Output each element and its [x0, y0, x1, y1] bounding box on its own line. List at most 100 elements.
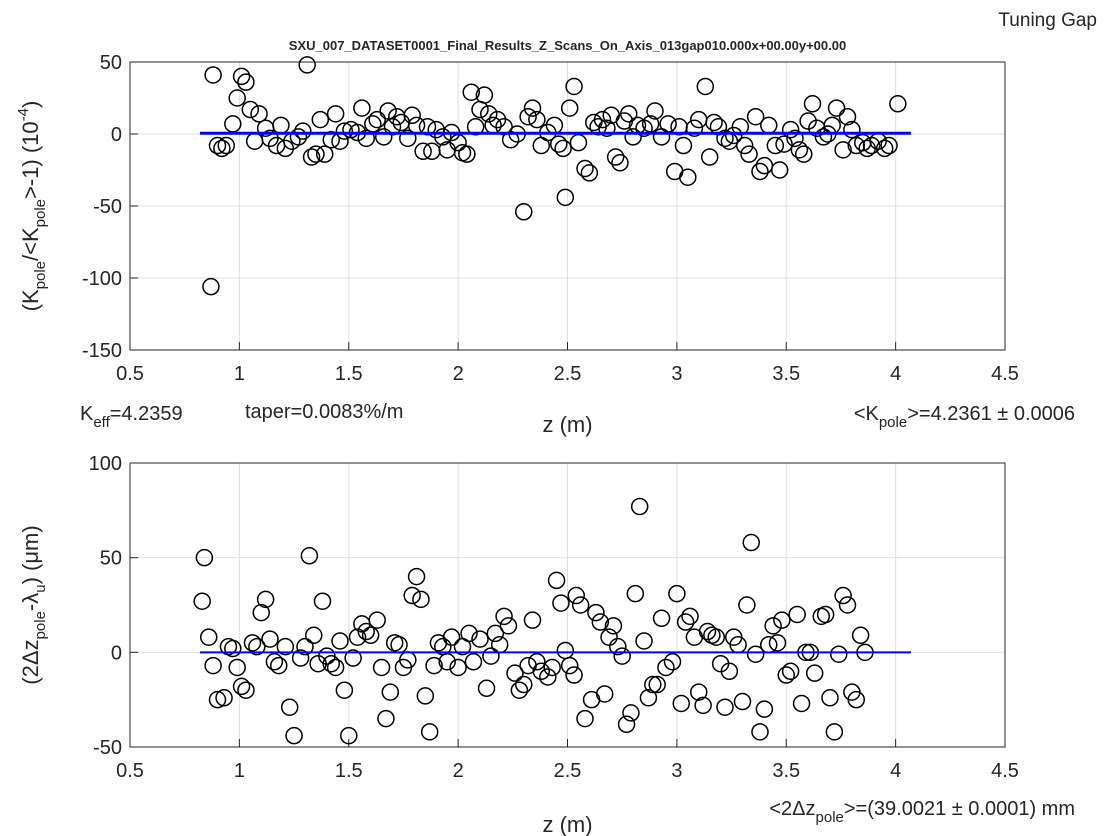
- point: [412, 590, 430, 609]
- point: [604, 617, 623, 635]
- point: [464, 653, 483, 671]
- point: [560, 656, 579, 675]
- point: [663, 653, 682, 671]
- point: [799, 112, 817, 130]
- point: [847, 690, 865, 709]
- point: [674, 136, 693, 155]
- y-tick-label: -100: [82, 268, 122, 290]
- x-tick-label: 2: [453, 760, 464, 782]
- point: [232, 677, 251, 696]
- point: [361, 626, 380, 645]
- point: [348, 628, 367, 646]
- point: [740, 145, 758, 163]
- point: [322, 131, 340, 149]
- point: [598, 119, 616, 137]
- point: [322, 654, 340, 673]
- point: [795, 145, 813, 163]
- point: [668, 584, 686, 603]
- point: [803, 95, 822, 113]
- label-part: eff: [93, 414, 110, 431]
- point: [567, 586, 585, 605]
- point: [280, 698, 299, 716]
- point: [576, 159, 594, 178]
- point: [672, 694, 690, 713]
- point: [834, 141, 852, 159]
- y-axis-label: (Kpole/<Kpole>-1) (10-4): [15, 101, 49, 312]
- point: [781, 120, 800, 139]
- x-tick-label: 1.5: [335, 363, 363, 385]
- point: [591, 613, 610, 631]
- point: [543, 658, 561, 677]
- point: [624, 128, 642, 146]
- point: [786, 129, 804, 148]
- point: [814, 128, 833, 146]
- point: [510, 681, 529, 699]
- point: [731, 118, 750, 136]
- point: [611, 154, 629, 172]
- point: [243, 634, 262, 652]
- x-tick-label: 1: [234, 760, 245, 782]
- point: [644, 675, 662, 694]
- x-tick-label: 3.5: [772, 760, 800, 782]
- point: [825, 723, 844, 741]
- point: [305, 626, 323, 645]
- point: [685, 119, 704, 137]
- point: [648, 675, 666, 694]
- point: [480, 105, 498, 123]
- point: [792, 694, 811, 713]
- point: [515, 675, 533, 694]
- point: [834, 586, 852, 605]
- point: [528, 653, 546, 671]
- point: [418, 118, 437, 136]
- point: [613, 647, 631, 665]
- point: [202, 277, 220, 296]
- point: [368, 110, 386, 129]
- point: [471, 630, 489, 648]
- point: [460, 624, 478, 643]
- point: [248, 637, 266, 656]
- point: [788, 605, 806, 624]
- point: [335, 122, 354, 140]
- label-part: pole: [879, 414, 907, 431]
- label-part: >-1) (10: [18, 121, 43, 199]
- point: [646, 102, 664, 120]
- annotation: <Kpole>=4.2361 ± 0.0006: [854, 403, 1075, 431]
- point: [298, 56, 316, 74]
- point: [790, 141, 809, 159]
- point: [449, 658, 467, 677]
- point: [781, 662, 800, 681]
- y-tick-label: 100: [89, 453, 122, 475]
- point: [609, 637, 627, 656]
- y-tick-label: 0: [111, 124, 122, 146]
- point: [768, 634, 787, 652]
- point: [294, 122, 312, 140]
- plot-frame: [129, 61, 1006, 351]
- point: [224, 639, 242, 658]
- point: [261, 630, 279, 648]
- label-part: <K: [854, 403, 880, 425]
- x-tick-label: 2.5: [554, 363, 582, 385]
- point: [425, 656, 443, 675]
- y-tick-label: 0: [111, 642, 122, 664]
- point: [442, 628, 461, 646]
- point: [506, 664, 524, 682]
- point: [232, 67, 251, 86]
- point: [335, 681, 354, 699]
- x-tick-label: 0.5: [116, 363, 144, 385]
- point: [375, 128, 393, 146]
- plot-frame: [129, 462, 1006, 748]
- point: [635, 632, 653, 650]
- point: [700, 148, 719, 166]
- point: [486, 624, 505, 643]
- point: [357, 622, 375, 641]
- chart-title: SXU_007_DATASET0001_Final_Results_Z_Scan…: [289, 38, 846, 53]
- y-tick-label: -50: [93, 196, 122, 218]
- point: [880, 136, 898, 155]
- point: [676, 613, 695, 631]
- point: [475, 86, 494, 104]
- point: [217, 136, 235, 155]
- label-part: =4.2359: [110, 403, 183, 425]
- point: [215, 689, 233, 707]
- x-tick-label: 0.5: [116, 760, 144, 782]
